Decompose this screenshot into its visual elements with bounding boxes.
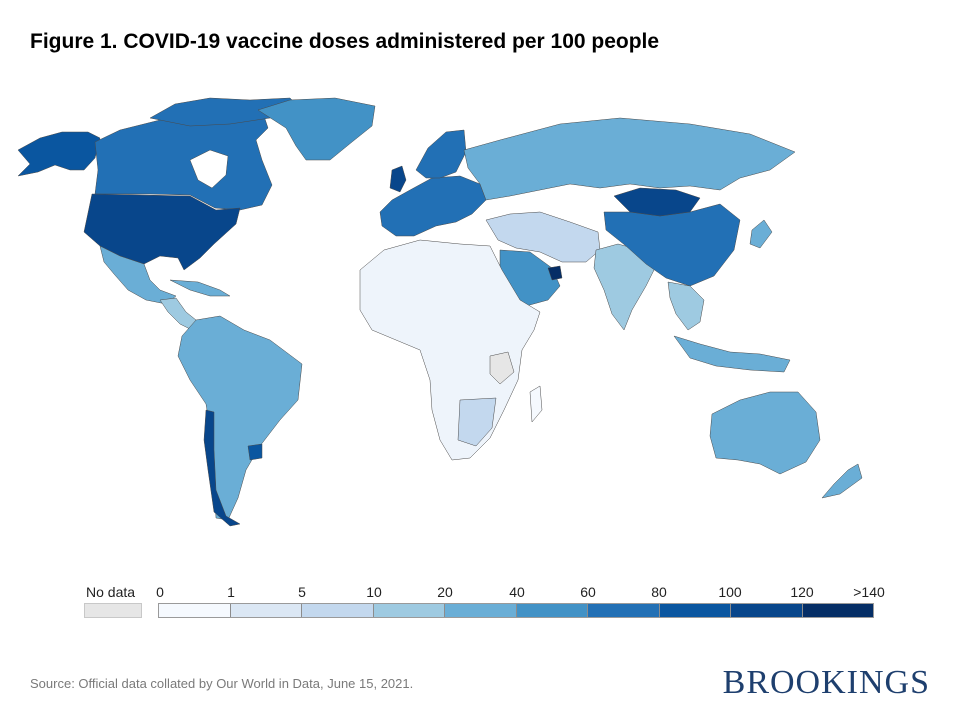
region-europe-west — [379, 175, 487, 237]
region-central-america — [159, 297, 197, 331]
region-hudson-bay — [189, 149, 229, 189]
region-middle-east — [485, 211, 601, 263]
region-russia — [463, 117, 796, 201]
region-australia — [709, 391, 821, 475]
region-mongolia — [613, 187, 701, 217]
region-uae — [547, 265, 563, 281]
region-indonesia — [673, 335, 791, 373]
region-united-kingdom — [389, 165, 407, 193]
region-africa-south — [457, 397, 497, 447]
region-alaska — [17, 131, 101, 177]
region-greenland — [257, 97, 376, 161]
brookings-logo: BROOKINGS — [722, 664, 930, 701]
region-southeast-asia — [667, 281, 705, 331]
region-japan — [749, 219, 773, 249]
region-new-zealand — [821, 463, 863, 499]
region-no-data-horn — [489, 351, 515, 385]
region-south-america — [177, 315, 303, 521]
figure-title: Figure 1. COVID-19 vaccine doses adminis… — [30, 30, 660, 53]
region-uruguay — [247, 443, 263, 461]
region-caribbean — [169, 279, 231, 297]
region-scandinavia — [415, 129, 467, 179]
source-note: Source: Official data collated by Our Wo… — [30, 676, 414, 691]
region-madagascar — [529, 385, 543, 423]
region-chile — [203, 409, 241, 527]
